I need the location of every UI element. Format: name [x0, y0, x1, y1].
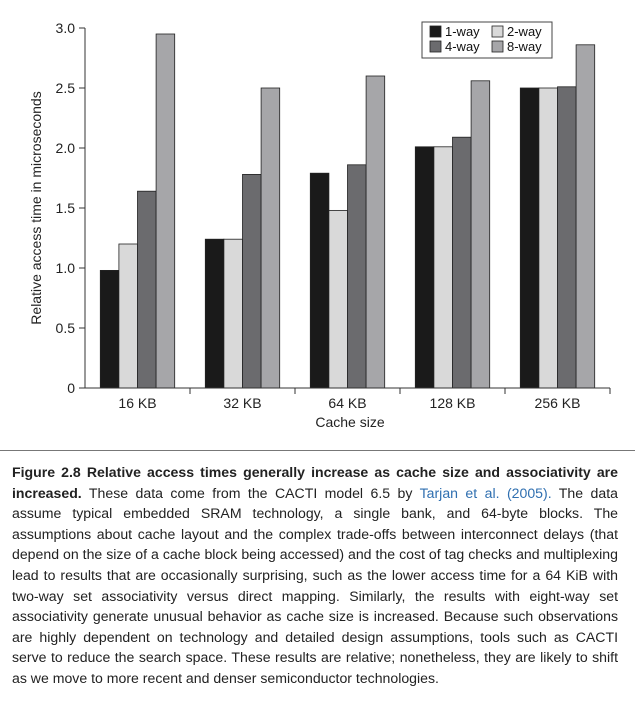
bar-1-way-64KB: [309, 172, 330, 389]
y-tick-label: 0: [67, 380, 75, 396]
bar-8-way-64KB: [365, 75, 386, 389]
legend-swatch-1-way: [429, 25, 442, 38]
bar-4-way-128KB: [452, 136, 472, 389]
y-axis-title: Relative access time in microseconds: [28, 91, 44, 324]
x-tick-label: 128 KB: [430, 395, 476, 411]
caption-text-after-link: The data assume typical embedded SRAM te…: [12, 484, 618, 686]
bar-4-way-32KB: [242, 173, 262, 389]
bar-8-way-128KB: [470, 80, 491, 389]
bar-2-way-128KB: [433, 146, 453, 389]
bar-8-way-16KB: [155, 33, 176, 389]
y-tick-label: 1.0: [56, 260, 76, 276]
legend: 1-way 2-way 4-way 8-way: [421, 21, 553, 59]
y-tick-label: 1.5: [56, 200, 76, 216]
bar-2-way-32KB: [223, 238, 243, 389]
bar-1-way-128KB: [414, 146, 435, 389]
figure-caption: Figure 2.8 Relative access times general…: [12, 462, 618, 689]
caption-text-before-link: These data come from the CACTI model 6.5…: [88, 484, 413, 501]
bar-chart: 0 0.5 1.0 1.5 2.0 2.5 3.0 16 KB 32 KB 64 KB 128 K…: [28, 20, 611, 430]
bar-2-way-256KB: [538, 87, 558, 389]
bar-4-way-256KB: [557, 86, 577, 389]
x-axis: 16 KB 32 KB 64 KB 128 KB 256 KB: [85, 387, 611, 411]
legend-label-4-way: 4-way: [445, 39, 480, 54]
bar-1-way-256KB: [519, 87, 540, 389]
caption-title: Relative access times generally increase…: [12, 464, 618, 501]
y-axis: 0 0.5 1.0 1.5 2.0 2.5 3.0: [56, 20, 86, 396]
bar-4-way-64KB: [347, 164, 367, 389]
bar-2-way-64KB: [328, 209, 348, 389]
legend-swatch-2-way: [491, 25, 504, 38]
bar-4-way-16KB: [137, 190, 157, 389]
caption-reference-link[interactable]: Tarjan et al. (2005).: [419, 484, 552, 501]
bars: [99, 33, 596, 389]
legend-label-8-way: 8-way: [507, 39, 542, 54]
bar-8-way-32KB: [260, 87, 281, 389]
bar-1-way-16KB: [99, 269, 120, 389]
y-tick-label: 0.5: [56, 320, 76, 336]
caption-divider: [0, 450, 635, 451]
x-tick-label: 256 KB: [535, 395, 581, 411]
legend-box: [421, 21, 553, 59]
legend-label-2-way: 2-way: [507, 24, 542, 39]
bar-1-way-32KB: [204, 238, 225, 389]
legend-swatch-8-way: [491, 40, 504, 53]
y-tick-label: 2.5: [56, 80, 76, 96]
legend-swatch-4-way: [429, 40, 442, 53]
x-axis-title: Cache size: [315, 414, 384, 430]
bar-8-way-256KB: [575, 44, 596, 389]
legend-label-1-way: 1-way: [445, 24, 480, 39]
bar-2-way-16KB: [118, 243, 138, 389]
y-tick-label: 3.0: [56, 20, 76, 36]
x-tick-label: 32 KB: [223, 395, 261, 411]
caption-label: Figure 2.8: [12, 464, 81, 480]
x-tick-label: 16 KB: [118, 395, 156, 411]
x-tick-label: 64 KB: [328, 395, 366, 411]
y-tick-label: 2.0: [56, 140, 76, 156]
